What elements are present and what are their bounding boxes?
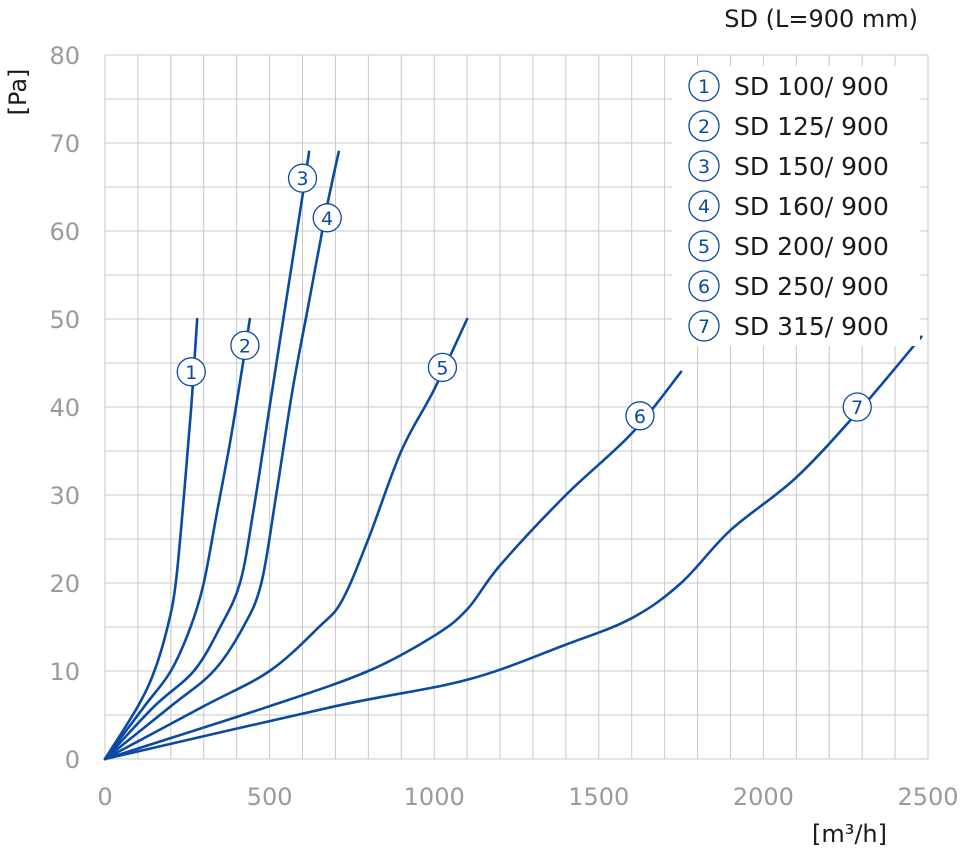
x-tick-label: 2500 [897, 783, 958, 811]
y-tick-label: 70 [49, 130, 80, 158]
legend-marker-number: 5 [698, 236, 710, 258]
y-tick-label: 10 [49, 658, 80, 686]
legend-entry-5: SD 200/ 900 [734, 232, 889, 261]
legend-marker-number: 1 [698, 76, 710, 98]
series-marker-number: 6 [634, 406, 646, 428]
x-axis-label: [m³/h] [812, 820, 887, 848]
legend-entry-4: SD 160/ 900 [734, 192, 889, 221]
legend-marker-6 [688, 270, 720, 302]
series-marker-7 [842, 392, 872, 422]
series-line-2 [103, 317, 252, 761]
legend-marker-1 [688, 70, 720, 102]
series-marker-number: 2 [239, 335, 251, 357]
legend-marker-4 [688, 190, 720, 222]
series-marker-4 [312, 203, 342, 233]
legend-marker-number: 3 [698, 156, 710, 178]
legend-marker-number: 4 [698, 196, 710, 218]
series-marker-number: 5 [436, 357, 448, 379]
legend-marker-number: 6 [698, 276, 710, 298]
series-line-4 [103, 150, 341, 761]
series-line-7 [103, 335, 923, 761]
legend-marker-number: 2 [698, 116, 710, 138]
series-line-1 [103, 317, 199, 761]
legend-entry-2: SD 125/ 900 [734, 112, 889, 141]
series-line-5 [103, 317, 469, 761]
legend-marker-2 [688, 110, 720, 142]
legend-entry-1: SD 100/ 900 [734, 72, 889, 101]
series-marker-number: 4 [321, 208, 333, 230]
x-tick-label: 1000 [404, 783, 465, 811]
legend-entry-6: SD 250/ 900 [734, 272, 889, 301]
x-tick-label: 1500 [568, 783, 629, 811]
legend-marker-3 [688, 150, 720, 182]
y-tick-label: 20 [49, 570, 80, 598]
x-tick-label: 500 [247, 783, 293, 811]
y-tick-label: 80 [49, 42, 80, 70]
series-marker-1 [176, 357, 206, 387]
x-tick-label: 0 [97, 783, 112, 811]
series-marker-number: 3 [296, 168, 308, 190]
y-tick-label: 40 [49, 394, 80, 422]
y-tick-label: 0 [65, 746, 80, 774]
series-marker-2 [230, 330, 260, 361]
series-marker-number: 1 [185, 362, 197, 384]
series-line-3 [103, 150, 311, 761]
series-marker-5 [427, 352, 458, 383]
legend-entry-3: SD 150/ 900 [734, 152, 889, 181]
series-marker-number: 7 [851, 397, 863, 419]
legend-entry-7: SD 315/ 900 [734, 312, 889, 341]
legend-marker-7 [688, 310, 720, 342]
y-tick-label: 50 [49, 306, 80, 334]
x-tick-label: 2000 [733, 783, 794, 811]
legend-marker-5 [688, 230, 720, 262]
y-tick-label: 30 [49, 482, 80, 510]
series-marker-6 [625, 401, 655, 431]
y-tick-label: 60 [49, 218, 80, 246]
series-marker-3 [287, 163, 318, 193]
legend-marker-number: 7 [698, 316, 710, 338]
series-line-6 [103, 370, 683, 761]
chart-title: SD (L=900 mm) [724, 5, 918, 33]
y-axis-label: [Pa] [4, 69, 32, 116]
